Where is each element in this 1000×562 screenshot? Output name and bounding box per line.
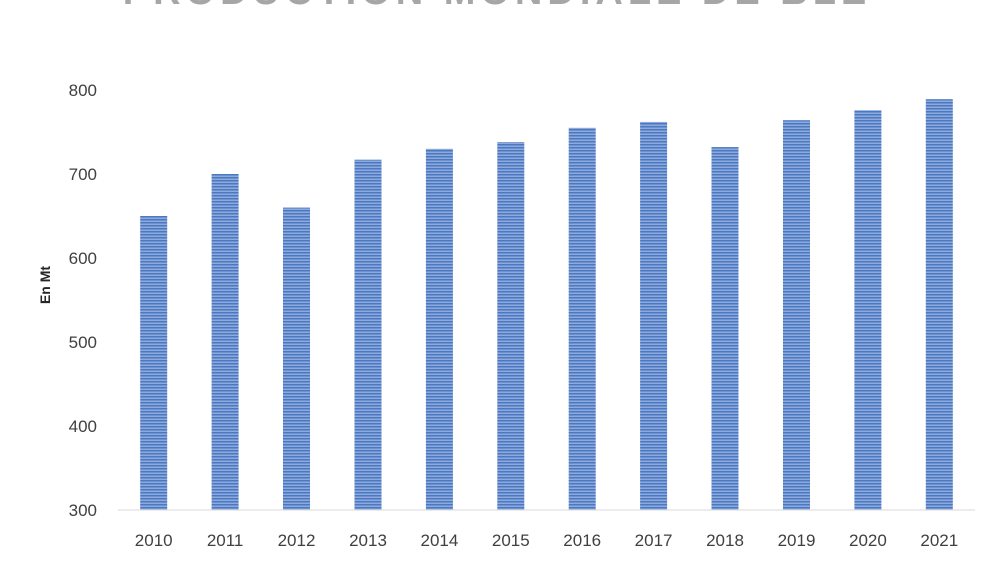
bar-2019 [783,120,810,510]
chart-title: PRODUCTION MONDIALE DE BLÉ [123,0,872,13]
x-tick-label-2011: 2011 [207,531,244,550]
bar-2011 [211,174,239,510]
bar-2016 [568,127,596,511]
y-tick-label-400: 400 [69,417,97,436]
bar-2017 [640,121,668,511]
y-axis-label: En Mt [37,266,53,304]
x-tick-label-2020: 2020 [849,531,887,550]
x-tick-label-2018: 2018 [706,531,744,550]
y-tick-label-300: 300 [69,501,97,520]
bar-2010 [140,216,168,510]
bar-2020 [854,110,882,510]
x-tick-label-2015: 2015 [492,531,530,550]
x-tick-label-2012: 2012 [278,531,316,550]
bars-group [140,99,953,511]
x-tick-label-2010: 2010 [135,531,173,550]
y-tick-label-700: 700 [69,165,97,184]
bar-2021 [925,99,953,510]
bar-2015 [497,142,525,510]
bar-2014 [425,148,453,511]
x-tick-label-2013: 2013 [349,531,387,550]
bar-2013 [354,159,382,510]
y-axis-ticks: 300 400 500 600 700 800 [69,81,97,520]
y-tick-label-500: 500 [69,333,97,352]
x-tick-label-2019: 2019 [778,531,816,550]
x-tick-label-2016: 2016 [563,531,601,550]
bar-2018 [711,147,739,510]
y-tick-label-800: 800 [69,81,97,100]
x-tick-label-2021: 2021 [920,531,958,550]
x-tick-label-2017: 2017 [635,531,673,550]
x-axis-ticks: 2010 2011 2012 2013 2014 2015 2016 2017 2018 2019… [135,531,958,550]
y-tick-label-600: 600 [69,249,97,268]
bar-2012 [283,207,310,510]
x-tick-label-2014: 2014 [420,531,458,550]
